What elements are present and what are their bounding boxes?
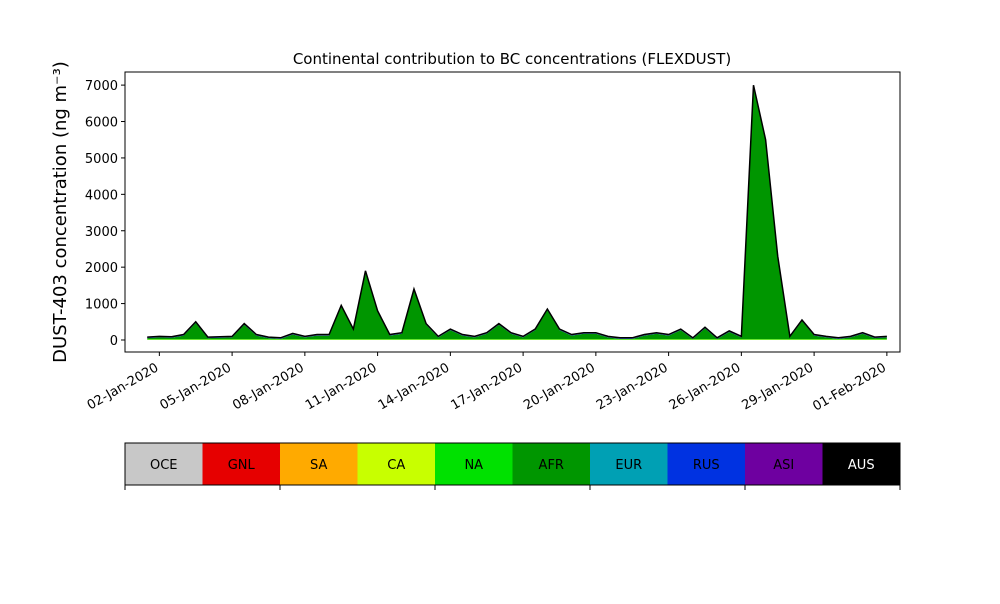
x-tick-label: 11-Jan-2020	[303, 360, 380, 413]
y-tick-label: 0	[110, 334, 118, 349]
y-tick-label: 3000	[85, 225, 118, 240]
y-tick-label: 1000	[85, 298, 118, 313]
legend-label: AUS	[848, 458, 875, 473]
x-tick-label: 29-Jan-2020	[740, 360, 817, 413]
y-tick-label: 5000	[85, 152, 118, 167]
x-tick-label: 23-Jan-2020	[594, 360, 671, 413]
legend-label: AFR	[539, 458, 564, 473]
legend-label: EUR	[615, 458, 642, 473]
legend-label: OCE	[150, 458, 178, 473]
y-tick-label: 6000	[85, 116, 118, 131]
x-tick-label: 08-Jan-2020	[230, 360, 307, 413]
y-tick-label: 4000	[85, 188, 118, 203]
x-tick-label: 14-Jan-2020	[376, 360, 453, 413]
x-tick-label: 17-Jan-2020	[449, 360, 526, 413]
legend-label: GNL	[228, 458, 256, 473]
y-axis-label: DUST-403 concentration (ng m⁻³)	[50, 61, 71, 363]
area	[147, 339, 887, 340]
x-tick-label: 05-Jan-2020	[158, 360, 235, 413]
x-tick-label: 26-Jan-2020	[667, 360, 744, 413]
legend-label: CA	[387, 458, 405, 473]
legend-label: SA	[310, 458, 327, 473]
x-tick-label: 20-Jan-2020	[521, 360, 598, 413]
legend-label: NA	[464, 458, 483, 473]
y-tick-label: 7000	[85, 79, 118, 94]
x-tick-label: 01-Feb-2020	[810, 360, 889, 414]
x-tick-label: 02-Jan-2020	[85, 360, 162, 413]
y-tick-label: 2000	[85, 261, 118, 276]
chart-title: Continental contribution to BC concentra…	[293, 50, 731, 68]
area	[147, 86, 887, 339]
legend-label: RUS	[693, 458, 720, 473]
legend-label: ASI	[773, 458, 794, 473]
